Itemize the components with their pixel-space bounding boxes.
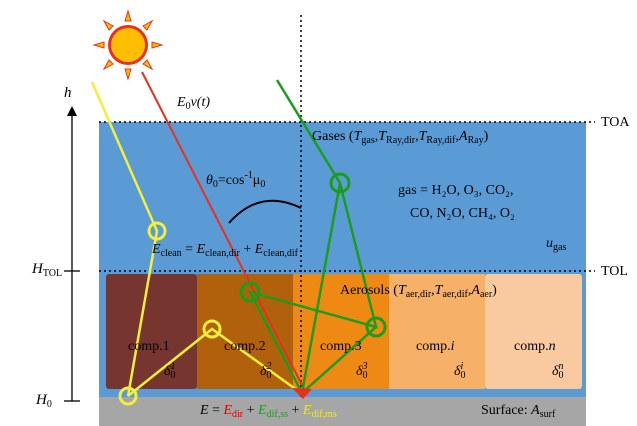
sun-icon: [92, 9, 164, 81]
surface-irradiance-equation: E = Edir + Edif,ss + Edif,ms: [200, 403, 337, 420]
yellow-ray-path-a: [90, 81, 159, 397]
aerosol-component-i: [389, 274, 485, 389]
component-i-label: comp.i: [416, 339, 455, 354]
component-n-label: comp.n: [514, 339, 556, 354]
aerosol-component-n: [485, 274, 582, 389]
component-3-label: comp.3: [320, 339, 362, 354]
clean-irradiance-equation: Eclean = Eclean,dir + Eclean,dif: [152, 242, 298, 259]
height-axis-label: h: [64, 85, 72, 101]
surface-arrival-arrowhead: [292, 388, 312, 399]
yellow-scatter-point-1: [147, 221, 167, 241]
component-2-delta: δ02: [260, 361, 272, 381]
tol-label: TOL: [601, 264, 628, 279]
green-scatter-point-2: [239, 281, 261, 303]
direct-ray: [141, 71, 307, 394]
h0-label: H0: [36, 392, 52, 410]
green-scatter-point-3: [365, 316, 387, 338]
gas-list-line-1: gas = H₂O, O₃, CO₂,: [398, 183, 514, 198]
h-tol-label: HTOL: [32, 261, 63, 279]
component-n-delta: δ0n: [552, 361, 564, 381]
solar-irradiance-label: E0v(t): [177, 95, 210, 112]
component-i-delta: δ0i: [454, 361, 466, 381]
component-2-label: comp.2: [224, 339, 266, 354]
aerosol-component-2: [197, 274, 293, 389]
surface-band: [99, 397, 586, 426]
component-1-delta: δ01: [164, 361, 176, 381]
aerosol-component-1: [106, 274, 197, 389]
zenith-angle-label: θ0=cos-1μ0: [206, 170, 266, 190]
zenith-angle-arc: [228, 199, 302, 224]
toa-label: TOA: [601, 115, 630, 130]
green-scatter-point-1: [329, 172, 351, 194]
surface-albedo-label: Surface: Asurf: [481, 403, 556, 420]
gases-title: Gases (Tgas,TRay,dir,TRay,dif,ARay): [312, 129, 489, 146]
green-ray-path-c: [301, 326, 377, 394]
height-axis-arrowhead: [67, 106, 77, 116]
aerosols-title: Aerosols (Taer,dir,Taer,dif,Aaer): [340, 283, 497, 300]
yellow-scatter-point-2: [202, 319, 222, 339]
aerosol-component-3: [293, 274, 389, 389]
gas-list-line-2: CO, N₂O, CH₄, O₂: [410, 206, 515, 221]
yellow-ray-path-b: [127, 327, 302, 397]
component-3-delta: δ03: [356, 361, 368, 381]
component-1-label: comp.1: [128, 339, 170, 354]
gas-amount-label: ugas: [546, 236, 567, 253]
green-ray-path-b: [300, 182, 342, 394]
yellow-surface-point: [118, 386, 138, 406]
